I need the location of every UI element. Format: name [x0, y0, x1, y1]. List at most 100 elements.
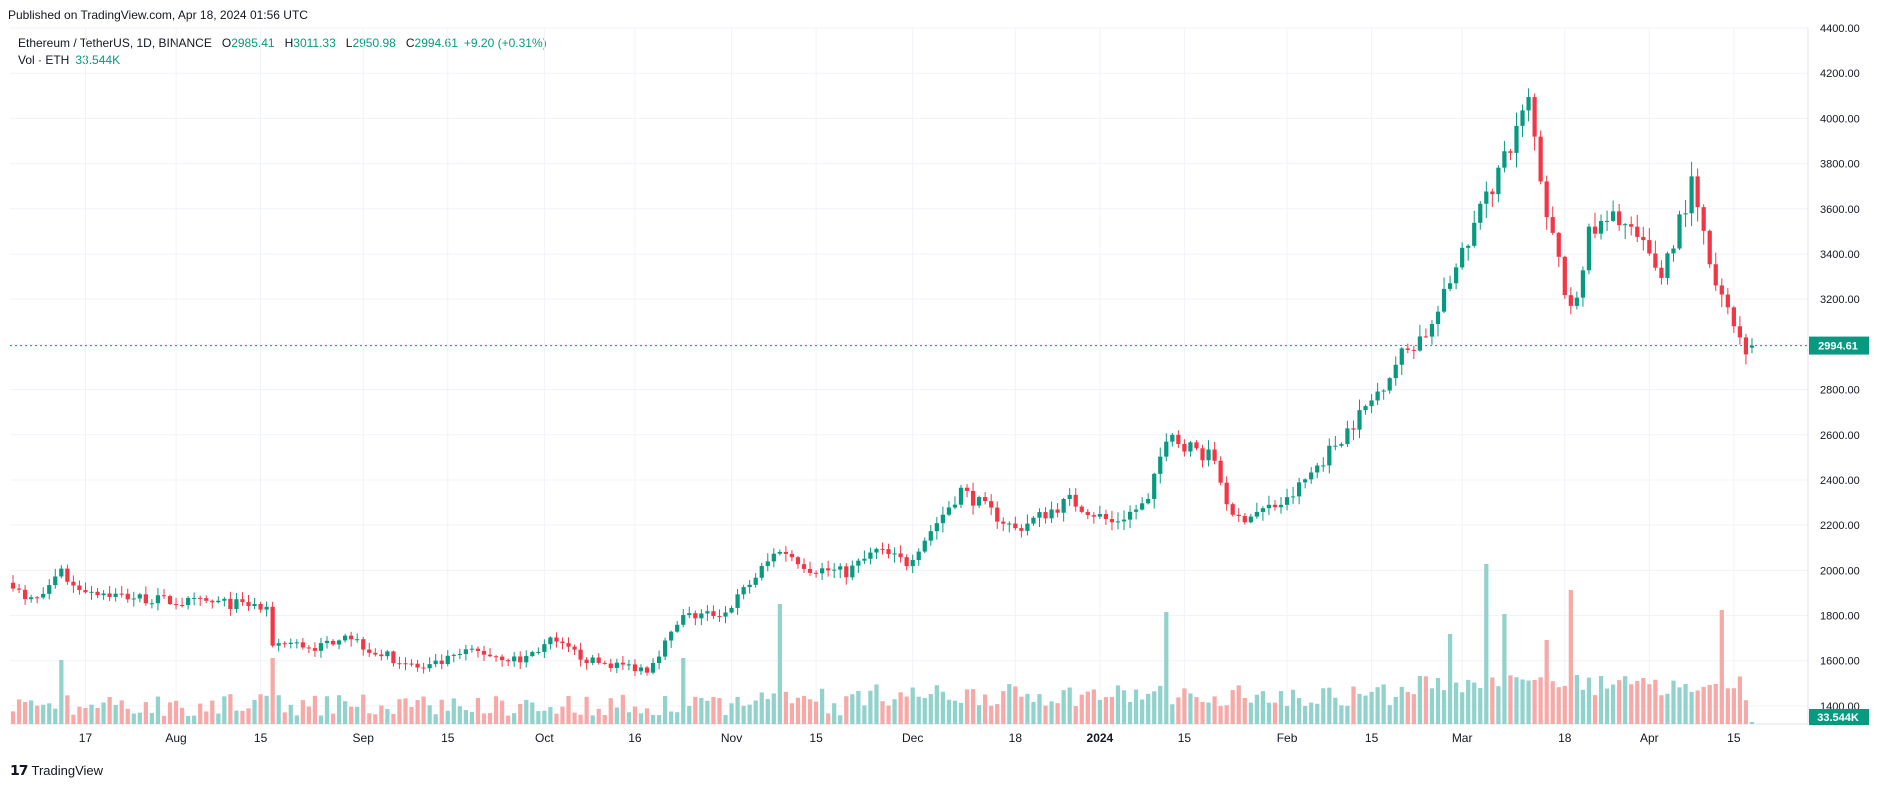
- volume-bar: [1538, 677, 1543, 724]
- volume-bar: [880, 701, 885, 724]
- footer-brand[interactable]: 𝟭𝟳 TradingView: [10, 762, 103, 779]
- volume-bar: [1435, 677, 1441, 724]
- candle-body: [222, 598, 227, 601]
- candle-body: [252, 604, 257, 607]
- volume-bar: [995, 704, 1000, 724]
- volume-bar: [838, 715, 843, 724]
- volume-bar: [1713, 683, 1718, 724]
- candle-body: [1393, 364, 1398, 379]
- volume-bar: [1737, 676, 1743, 724]
- last-price-tag: [1809, 336, 1869, 355]
- candle-body: [173, 604, 179, 606]
- volume-bar: [928, 694, 933, 724]
- volume-bar: [989, 705, 994, 724]
- x-tick-label: Nov: [721, 731, 742, 745]
- candle-body: [838, 566, 843, 570]
- volume-bar: [1055, 703, 1060, 724]
- candle-body: [1109, 519, 1115, 523]
- volume-bar: [1224, 705, 1229, 724]
- volume-bar: [493, 696, 499, 724]
- volume-bar: [167, 702, 173, 724]
- candle-body: [1641, 236, 1646, 241]
- candle-body: [566, 643, 571, 647]
- candle-body: [1707, 230, 1712, 265]
- candle-body: [844, 566, 849, 578]
- volume-bar: [1701, 686, 1706, 724]
- volume-bar: [1508, 675, 1513, 724]
- candle-body: [1405, 348, 1410, 350]
- volume-bar: [330, 713, 336, 724]
- volume-bar: [65, 695, 70, 724]
- candle-body: [542, 644, 547, 652]
- volume-bar: [397, 699, 402, 724]
- volume-bar: [1725, 688, 1730, 724]
- volume-bar: [1641, 678, 1646, 724]
- volume-bar: [1556, 687, 1561, 724]
- volume-bar: [1109, 697, 1115, 724]
- volume-bar: [711, 696, 716, 724]
- volume-bar: [288, 704, 293, 724]
- volume-bar: [282, 712, 287, 724]
- candle-body: [1490, 191, 1495, 195]
- volume-bar: [1604, 688, 1610, 724]
- candle-body: [306, 647, 311, 649]
- candle-body: [475, 648, 481, 651]
- volume-bar: [856, 690, 861, 724]
- candle-body: [1043, 512, 1048, 519]
- y-tick-label: 3800.00: [1820, 159, 1860, 171]
- volume-bar: [1140, 699, 1145, 724]
- candle-body: [276, 643, 281, 646]
- volume-bar: [566, 696, 571, 724]
- candle-body: [1158, 456, 1163, 474]
- candle-body: [632, 664, 638, 672]
- volume-bar: [1399, 686, 1404, 724]
- candle-body: [1055, 509, 1060, 513]
- volume-bar: [1610, 684, 1616, 724]
- volume-bar: [916, 696, 921, 724]
- candle-body: [711, 611, 716, 617]
- candle-body: [1260, 508, 1266, 512]
- candle-body: [1303, 479, 1308, 483]
- volume-bar: [1254, 694, 1259, 724]
- candle-body: [300, 642, 305, 648]
- candle-body: [512, 656, 517, 662]
- candle-body: [318, 643, 324, 651]
- volume-bar: [1164, 612, 1169, 724]
- candle-body: [850, 565, 855, 578]
- volume-bar: [656, 715, 662, 724]
- candle-body: [940, 514, 945, 524]
- volume-bar: [324, 696, 330, 724]
- volume-bar: [179, 707, 185, 724]
- candle-body: [282, 643, 287, 645]
- candle-body: [626, 664, 632, 666]
- candle-body: [638, 667, 644, 672]
- volume-bar: [1586, 677, 1592, 724]
- candle-body: [1206, 449, 1211, 461]
- volume-bar: [650, 714, 656, 724]
- volume-bar: [445, 710, 450, 724]
- volume-bar: [669, 711, 674, 724]
- volume-bar: [1327, 687, 1332, 724]
- volume-bar: [1315, 703, 1320, 724]
- candle-body: [1097, 514, 1102, 517]
- volume-bar: [415, 700, 420, 724]
- volume-bar: [1441, 690, 1447, 724]
- volume-bar: [53, 708, 58, 724]
- volume-bar: [789, 703, 795, 724]
- volume-bar: [1369, 691, 1374, 724]
- volume-bar: [1037, 694, 1042, 724]
- candle-body: [1454, 267, 1459, 284]
- volume-bar: [1001, 691, 1006, 724]
- candle-body: [1526, 97, 1531, 111]
- candle-body: [499, 656, 505, 661]
- candle-body: [1170, 434, 1175, 442]
- volume-bar: [1623, 676, 1628, 724]
- candle-body: [1007, 523, 1012, 525]
- candle-body: [16, 588, 22, 590]
- volume-bar: [1297, 698, 1302, 724]
- volume-bar: [487, 713, 493, 724]
- candle-body: [1574, 297, 1579, 306]
- candle-body: [922, 540, 927, 552]
- candle-body: [1309, 472, 1314, 480]
